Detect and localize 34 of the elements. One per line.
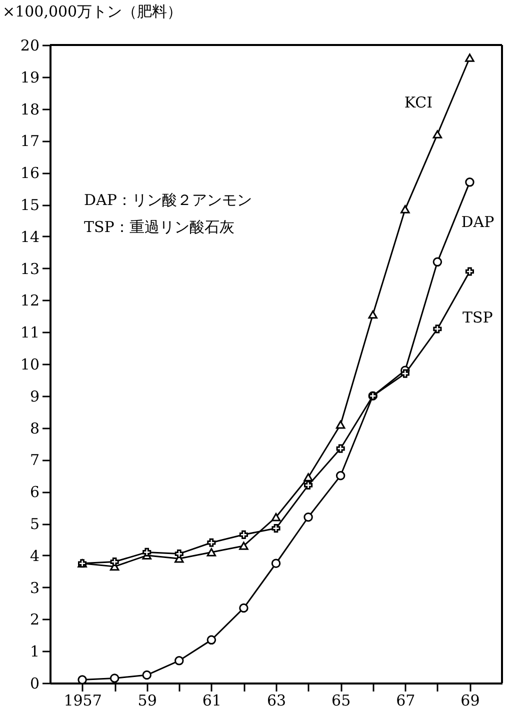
annotation: TSP：重過リン酸石灰	[84, 218, 234, 236]
x-tick-label: 65	[332, 692, 351, 709]
y-tick-label: 15	[20, 196, 40, 214]
y-tick-label: 11	[20, 324, 40, 342]
y-tick-label: 17	[20, 132, 40, 150]
y-tick-label: 10	[20, 356, 40, 374]
x-tick-label: 69	[460, 692, 480, 709]
annotation: DAP：リン酸２アンモン	[84, 191, 252, 209]
y-axis-title: ×100,000万トン（肥料）	[2, 2, 182, 20]
x-tick-label: 1957	[64, 692, 102, 709]
y-tick-label: 1	[30, 642, 40, 661]
series-label: KCI	[404, 93, 433, 112]
x-tick-label: 63	[266, 692, 286, 709]
y-tick-label: 5	[30, 515, 40, 533]
y-tick-label: 6	[30, 483, 40, 502]
y-tick-label: 7	[30, 451, 40, 470]
x-tick-label: 61	[202, 692, 222, 709]
y-tick-label: 18	[20, 100, 40, 118]
y-tick-label: 20	[20, 36, 40, 54]
series-label: DAP	[461, 213, 494, 232]
y-tick-label: 19	[20, 68, 40, 86]
series-label: TSP	[462, 308, 493, 326]
x-tick-label: 59	[138, 692, 157, 709]
y-tick-label: 8	[30, 419, 40, 438]
y-tick-label: 2	[30, 610, 40, 629]
y-tick-label: 14	[20, 228, 40, 246]
y-tick-label: 3	[30, 578, 40, 597]
y-tick-label: 16	[20, 164, 40, 182]
y-tick-label: 12	[20, 292, 40, 310]
x-tick-label: 67	[396, 692, 416, 709]
y-tick-label: 4	[30, 546, 40, 565]
y-tick-label: 13	[20, 260, 40, 278]
y-tick-label: 9	[30, 387, 40, 406]
y-tick-label: 0	[30, 674, 40, 692]
